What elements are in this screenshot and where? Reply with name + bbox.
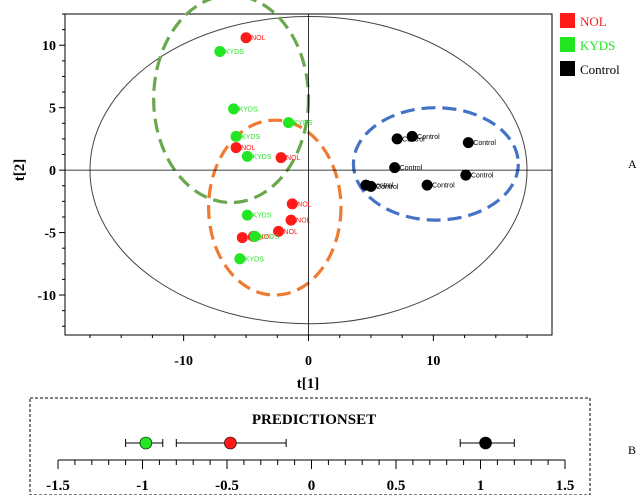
point-label-kyds: KYDS [239, 106, 258, 113]
score-y-axis-title: t[2] [12, 159, 28, 182]
point-label-nol: NOL [297, 201, 312, 208]
point-label-nol: NOL [241, 145, 256, 152]
point-kyds [234, 253, 246, 265]
score-x-ticks: -10 0 10 [89, 335, 528, 369]
point-label-kyds: KYDS [260, 234, 279, 241]
score-plot: NOLNOLNOLNOLNOLNOLNOLNOLKYDSKYDSKYDSKYDS… [12, 0, 553, 392]
legend-label-nol: NOL [580, 14, 607, 29]
point-kyds [241, 150, 253, 162]
panel-tag-b: B [628, 443, 636, 457]
point-nol [275, 152, 287, 164]
prediction-tick-label: -1.5 [46, 478, 70, 494]
prediction-panel: PREDICTIONSET -1.5 -1 -0.5 0 0.5 1 1.5 [29, 397, 591, 495]
point-label-kyds: KYDS [252, 213, 271, 220]
prediction-point-control [479, 436, 492, 450]
point-nol [230, 142, 242, 154]
legend-label-kyds: KYDS [580, 38, 615, 53]
x-tick-label: -10 [174, 354, 193, 369]
prediction-tick-label: -0.5 [215, 478, 239, 494]
point-kyds [230, 130, 242, 142]
point-nol [236, 232, 248, 244]
point-label-kyds: KYDS [225, 49, 244, 56]
group-ellipse-control [351, 106, 520, 222]
point-kyds [214, 45, 226, 57]
point-control [462, 137, 474, 149]
point-label-control: Control [432, 183, 455, 190]
prediction-title: PREDICTIONSET [252, 412, 376, 428]
point-control [391, 133, 403, 145]
panel-tag-a: A [628, 157, 637, 171]
prediction-panel-frame [29, 397, 591, 495]
point-kyds [283, 117, 295, 129]
y-tick-label: -10 [37, 289, 56, 304]
legend-label-control: Control [580, 62, 620, 77]
point-label-control: Control [371, 183, 394, 190]
x-tick-label: 10 [426, 354, 440, 369]
point-label-kyds: KYDS [241, 134, 260, 141]
prediction-point-kyds [139, 436, 153, 450]
prediction-ticks: -1.5 -1 -0.5 0 0.5 1 1.5 [46, 460, 574, 494]
point-label-kyds: KYDS [245, 256, 264, 263]
point-label-control: Control [400, 165, 423, 172]
point-kyds [249, 230, 261, 242]
legend-swatch-control [560, 61, 575, 76]
point-kyds [228, 103, 240, 115]
legend-swatch-nol [560, 13, 575, 28]
score-zero-lines [65, 14, 552, 335]
y-tick-label: 0 [49, 164, 56, 179]
point-label-kyds: KYDS [252, 154, 271, 161]
point-nol [273, 225, 285, 237]
y-tick-label: 10 [42, 39, 56, 54]
score-x-axis-title: t[1] [297, 376, 320, 392]
prediction-tick-label: 1 [477, 478, 485, 494]
point-label-control: Control [376, 184, 399, 191]
point-nol [286, 198, 298, 210]
point-control [389, 162, 401, 174]
point-kyds [241, 209, 253, 221]
prediction-points [125, 436, 515, 450]
y-tick-label: -5 [44, 227, 56, 242]
point-control [421, 179, 433, 191]
point-label-control: Control [417, 134, 440, 141]
point-label-nol: NOL [251, 35, 265, 42]
point-nol [285, 214, 297, 226]
score-points: NOLNOLNOLNOLNOLNOLNOLNOLKYDSKYDSKYDSKYDS… [214, 32, 496, 265]
point-label-nol: NOL [286, 155, 301, 162]
point-label-control: Control [471, 173, 494, 180]
point-label-kyds: KYDS [294, 120, 313, 127]
point-label-nol: NOL [284, 229, 299, 236]
point-label-control: Control [473, 140, 496, 147]
y-tick-label: 5 [49, 102, 56, 117]
prediction-tick-label: 0.5 [387, 478, 406, 494]
score-y-ticks: -10 -5 0 5 10 [37, 13, 65, 327]
legend: NOL KYDS Control [560, 13, 620, 77]
point-control [365, 180, 377, 192]
x-tick-label: 0 [305, 354, 312, 369]
point-nol [240, 32, 252, 44]
prediction-point-nol [224, 436, 237, 450]
group-ellipse-nol [207, 118, 343, 297]
prediction-tick-label: 1.5 [556, 478, 575, 494]
point-control [460, 169, 472, 181]
legend-swatch-kyds [560, 37, 575, 52]
point-label-nol: NOL [296, 218, 311, 225]
prediction-tick-label: 0 [308, 478, 316, 494]
point-label-nol: NOL [259, 234, 274, 241]
prediction-tick-label: -1 [136, 478, 149, 494]
point-control [406, 130, 418, 142]
